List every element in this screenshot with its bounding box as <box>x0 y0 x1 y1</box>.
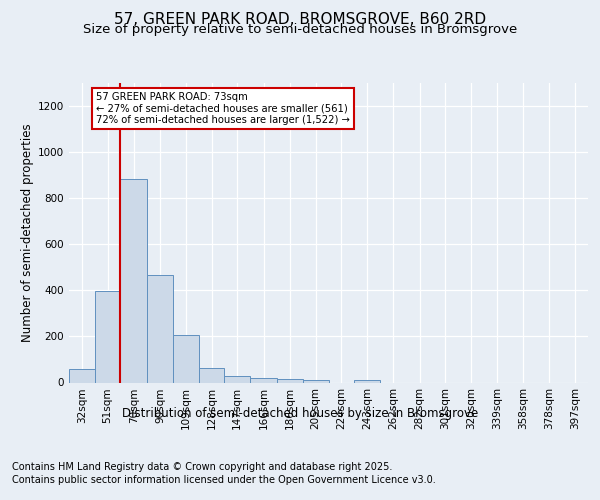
Bar <box>303 380 329 382</box>
Text: Size of property relative to semi-detached houses in Bromsgrove: Size of property relative to semi-detach… <box>83 24 517 36</box>
Text: Distribution of semi-detached houses by size in Bromsgrove: Distribution of semi-detached houses by … <box>122 408 478 420</box>
Bar <box>95 292 121 382</box>
Bar <box>69 368 95 382</box>
Text: 57, GREEN PARK ROAD, BROMSGROVE, B60 2RD: 57, GREEN PARK ROAD, BROMSGROVE, B60 2RD <box>114 12 486 28</box>
Bar <box>199 368 224 382</box>
Text: 57 GREEN PARK ROAD: 73sqm
← 27% of semi-detached houses are smaller (561)
72% of: 57 GREEN PARK ROAD: 73sqm ← 27% of semi-… <box>96 92 350 125</box>
Bar <box>121 180 148 382</box>
Bar <box>173 335 199 382</box>
Bar <box>354 380 380 382</box>
Text: Contains HM Land Registry data © Crown copyright and database right 2025.: Contains HM Land Registry data © Crown c… <box>12 462 392 472</box>
Bar <box>250 378 277 382</box>
Text: Contains public sector information licensed under the Open Government Licence v3: Contains public sector information licen… <box>12 475 436 485</box>
Bar <box>224 376 250 382</box>
Y-axis label: Number of semi-detached properties: Number of semi-detached properties <box>21 123 34 342</box>
Bar <box>148 275 173 382</box>
Bar <box>277 379 303 382</box>
